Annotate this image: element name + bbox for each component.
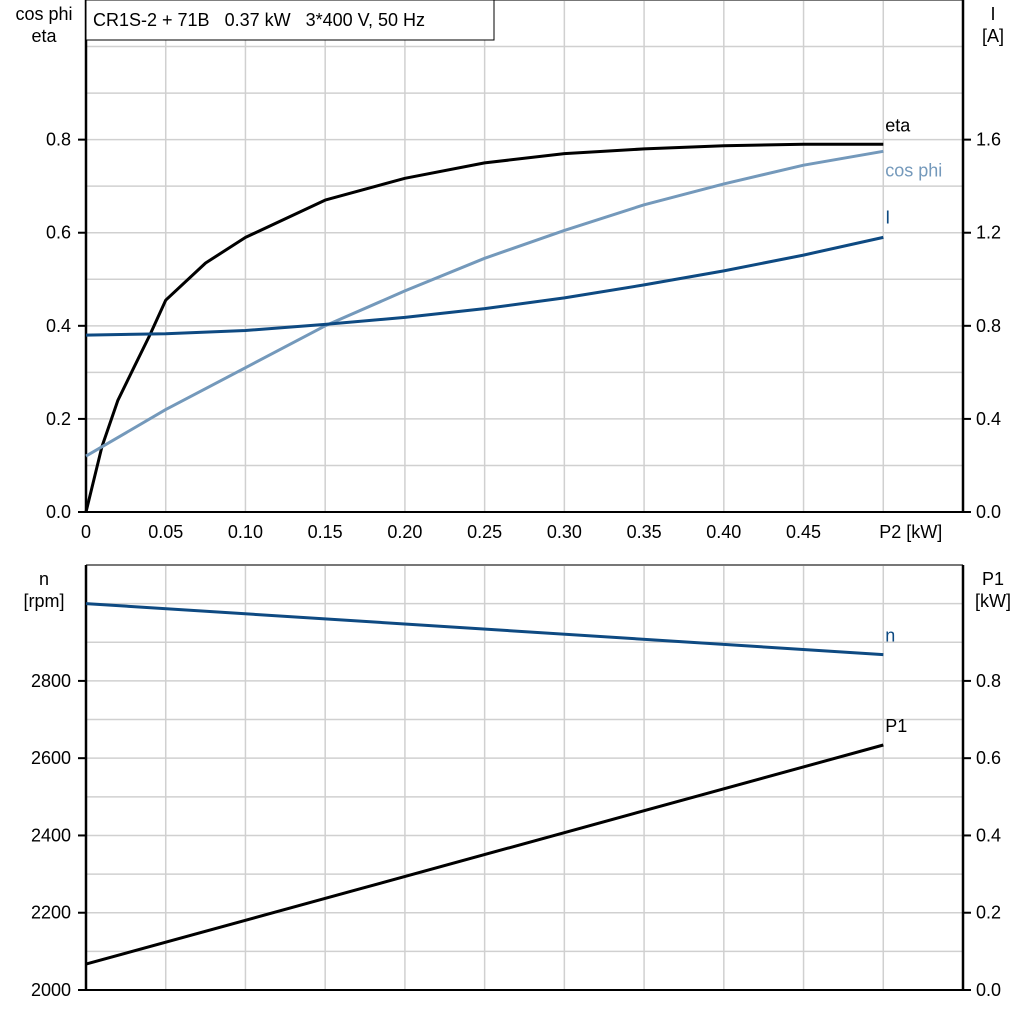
y-tick-label-left: 0.4 xyxy=(46,316,71,336)
y-tick-label-left: 0.0 xyxy=(46,502,71,522)
series-label-P1: P1 xyxy=(885,716,907,736)
x-tick-label: 0 xyxy=(81,522,91,542)
x-tick-label: 0.40 xyxy=(706,522,741,542)
x-tick-label: 0.05 xyxy=(148,522,183,542)
y-axis-label-left: eta xyxy=(31,26,57,46)
y-tick-label-left: 0.6 xyxy=(46,223,71,243)
x-tick-label: 0.15 xyxy=(308,522,343,542)
series-line-n xyxy=(85,602,884,657)
y-axis-label-right: I xyxy=(990,4,995,24)
y-tick-label-right: 0.2 xyxy=(976,903,1001,923)
y-tick-label-right: 0.0 xyxy=(976,980,1001,1000)
y-axis-label-right: P1 xyxy=(982,569,1004,589)
y-tick-label-right: 0.4 xyxy=(976,409,1001,429)
y-tick-label-left: 2800 xyxy=(31,671,71,691)
y-tick-label-right: 0.4 xyxy=(976,825,1001,845)
series-line-eta xyxy=(84,142,884,513)
y-tick-label-left: 0.8 xyxy=(46,130,71,150)
y-tick-label-right: 0.8 xyxy=(976,671,1001,691)
y-tick-label-right: 1.6 xyxy=(976,130,1001,150)
x-tick-label: 0.30 xyxy=(547,522,582,542)
series-line-P1 xyxy=(85,743,884,966)
series-label-n: n xyxy=(885,626,895,646)
x-axis-label: P2 [kW] xyxy=(879,522,942,542)
y-tick-label-right: 1.2 xyxy=(976,223,1001,243)
x-tick-label: 0.45 xyxy=(786,522,821,542)
chart-title: CR1S-2 + 71B 0.37 kW 3*400 V, 50 Hz xyxy=(93,10,425,30)
y-tick-label-left: 2400 xyxy=(31,825,71,845)
series-line-I xyxy=(85,235,884,337)
y-axis-label-left: cos phi xyxy=(15,4,72,24)
x-tick-label: 0.25 xyxy=(467,522,502,542)
series-line-cos-phi xyxy=(85,149,884,458)
bottom-chart: 200022002400260028000.00.20.40.60.8n[rpm… xyxy=(23,564,1011,1000)
y-axis-label-right: [kW] xyxy=(975,591,1011,611)
y-tick-label-right: 0.6 xyxy=(976,748,1001,768)
x-tick-label: 0.20 xyxy=(387,522,422,542)
y-tick-label-left: 2600 xyxy=(31,748,71,768)
x-tick-label: 0.10 xyxy=(228,522,263,542)
series-label-I: I xyxy=(885,207,890,227)
y-axis-label-left: n xyxy=(39,569,49,589)
y-tick-label-right: 0.8 xyxy=(976,316,1001,336)
y-tick-label-left: 2000 xyxy=(31,980,71,1000)
series-label-cos-phi: cos phi xyxy=(885,160,942,180)
title-box xyxy=(85,0,495,41)
y-axis-label-right: [A] xyxy=(982,26,1004,46)
y-tick-label-left: 0.2 xyxy=(46,409,71,429)
y-tick-label-left: 2200 xyxy=(31,903,71,923)
y-tick-label-right: 0.0 xyxy=(976,502,1001,522)
y-axis-label-left: [rpm] xyxy=(23,591,64,611)
series-label-eta: eta xyxy=(885,115,911,135)
x-tick-label: 0.35 xyxy=(627,522,662,542)
